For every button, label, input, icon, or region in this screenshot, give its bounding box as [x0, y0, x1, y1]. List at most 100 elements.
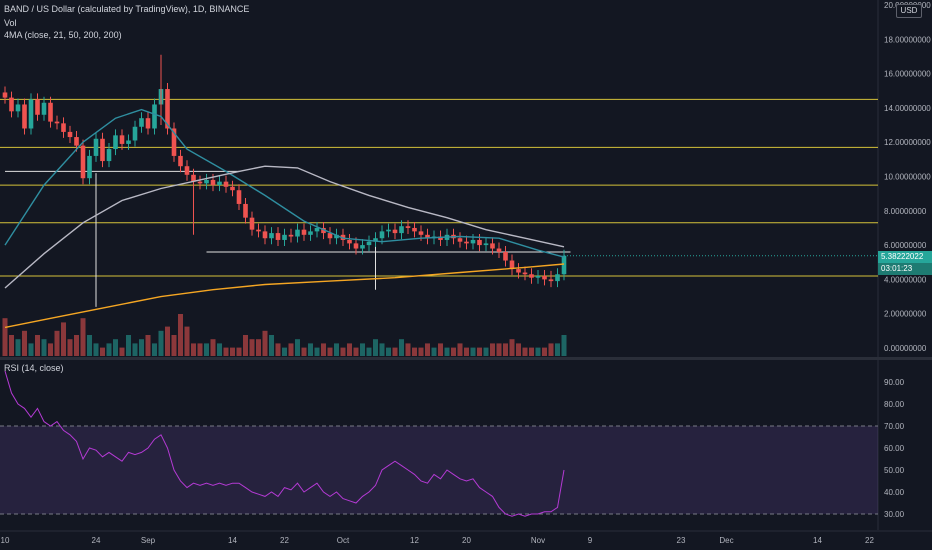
volume-bar — [106, 343, 112, 356]
volume-bar — [327, 347, 333, 356]
candle-body — [314, 227, 320, 232]
ma-50-line — [4, 165, 565, 289]
candle-body — [295, 229, 300, 237]
volume-bar — [2, 318, 8, 356]
volume-bar — [418, 347, 424, 356]
volume-bar — [41, 339, 47, 356]
candle-body — [262, 231, 268, 239]
candle-body — [22, 104, 27, 129]
candle-body — [334, 234, 339, 239]
volume-bar — [360, 343, 365, 356]
volume-bar — [87, 335, 92, 356]
time-tick-label: Sep — [141, 536, 156, 545]
volume-bar — [412, 347, 417, 356]
volume-bar — [392, 347, 398, 356]
volume-bar — [451, 347, 456, 356]
rsi-tick-label: 40.00 — [884, 488, 905, 497]
volume-bar — [178, 314, 183, 356]
ma-200-line — [4, 263, 565, 329]
volume-legend: Vol — [4, 18, 17, 28]
volume-bar — [100, 347, 105, 356]
candle-body — [509, 260, 515, 270]
time-tick-label: Dec — [719, 536, 733, 545]
volume-bar — [295, 339, 300, 356]
volume-bar — [366, 347, 372, 356]
volume-bar — [113, 339, 118, 356]
price-tick-label: 14.00000000 — [884, 104, 931, 113]
volume-bar — [80, 318, 86, 356]
volume-bar — [15, 339, 21, 356]
volume-bar — [282, 347, 287, 356]
candle-body — [275, 233, 281, 240]
candle-body — [80, 145, 86, 179]
volume-bar — [444, 347, 450, 356]
volume-bar — [425, 343, 430, 356]
candle-body — [373, 238, 378, 242]
candle-body — [405, 226, 411, 228]
candle-body — [386, 229, 391, 232]
rsi-legend: RSI (14, close) — [4, 363, 64, 373]
time-tick-label: 22 — [865, 536, 874, 545]
candle-body — [503, 251, 508, 261]
price-tick-label: 8.00000000 — [884, 207, 927, 216]
pane-separator — [0, 357, 932, 360]
candle-body — [48, 102, 53, 122]
volume-bar — [158, 330, 164, 356]
price-tick-label: 0.00000000 — [884, 344, 927, 353]
volume-bar — [542, 347, 547, 356]
volume-bar — [93, 343, 99, 356]
volume-bar — [353, 347, 359, 356]
volume-bar — [555, 343, 560, 356]
volume-bar — [132, 343, 138, 356]
price-tick-label: 12.00000000 — [884, 138, 931, 147]
volume-bar — [9, 335, 14, 356]
candle-body — [100, 138, 105, 162]
volume-bar — [217, 343, 222, 356]
volume-bar — [67, 339, 73, 356]
candle-body — [256, 229, 261, 232]
volume-bar — [74, 335, 79, 356]
candle-body — [321, 227, 326, 234]
candle-body — [67, 131, 73, 138]
volume-bar — [171, 335, 177, 356]
volume-bar — [477, 347, 482, 356]
volume-bar — [35, 335, 40, 356]
rsi-tick-label: 60.00 — [884, 444, 905, 453]
volume-bar — [308, 343, 313, 356]
candle-body — [87, 155, 92, 179]
currency-button[interactable]: USD — [896, 4, 922, 18]
volume-bar — [314, 347, 320, 356]
volume-bar — [516, 343, 521, 356]
candle-body — [230, 186, 235, 191]
candle-body — [217, 181, 222, 186]
candle-body — [340, 234, 346, 240]
time-tick-label: 12 — [410, 536, 419, 545]
volume-bar — [230, 347, 235, 356]
volume-bar — [119, 347, 125, 356]
volume-bar — [22, 330, 27, 356]
candle-body — [249, 217, 255, 230]
volume-bar — [197, 343, 203, 356]
candle-body — [145, 118, 151, 129]
candle-body — [516, 269, 521, 273]
volume-bar — [347, 343, 352, 356]
candle-body — [392, 229, 398, 234]
candle-body — [74, 137, 79, 146]
candle-body — [35, 99, 40, 115]
time-tick-label: 14 — [813, 536, 822, 545]
candle-body — [236, 190, 242, 204]
price-tick-label: 16.00000000 — [884, 70, 931, 79]
candle-body — [496, 248, 502, 252]
candle-body — [464, 241, 469, 244]
rsi-tick-label: 50.00 — [884, 466, 905, 475]
volume-bar — [535, 347, 541, 356]
candle-body — [28, 99, 34, 129]
candle-body — [529, 274, 534, 278]
volume-bar — [28, 343, 34, 356]
candle-body — [438, 236, 443, 240]
rsi-tick-label: 80.00 — [884, 400, 905, 409]
time-tick-label: 24 — [92, 536, 101, 545]
candle-body — [366, 241, 372, 246]
volume-bar — [464, 347, 469, 356]
